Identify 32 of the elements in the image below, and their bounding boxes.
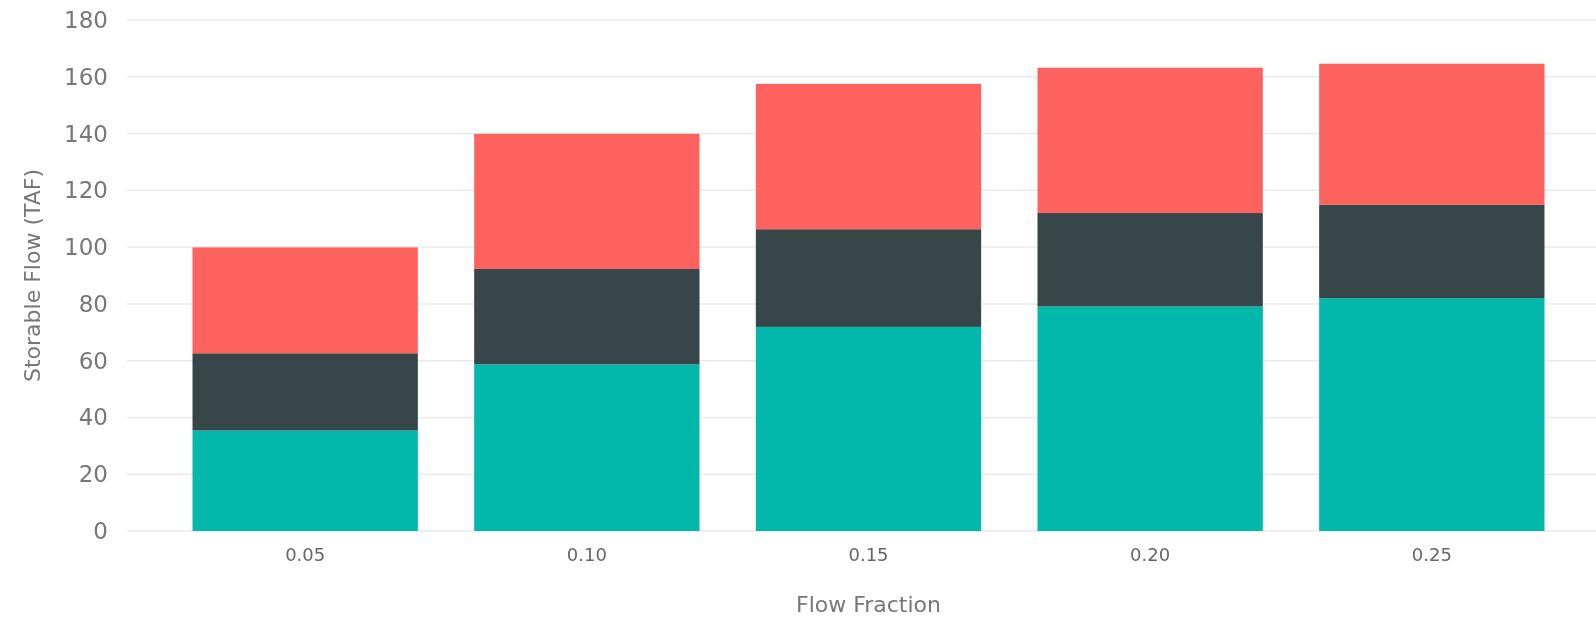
y-axis-title: Storable Flow (TAF)	[20, 169, 45, 382]
bar	[755, 326, 982, 531]
bar	[1037, 213, 1263, 307]
y-tick-label: 140	[64, 120, 108, 147]
y-tick-label: 120	[64, 177, 108, 204]
x-tick-label: 0.10	[566, 544, 607, 565]
x-tick-label: 0.20	[1130, 544, 1171, 565]
bar	[1319, 63, 1545, 205]
y-tick-label: 0	[93, 518, 108, 545]
y-tick-label: 60	[78, 347, 108, 374]
x-tick-label: 0.05	[285, 544, 326, 565]
y-tick-label: 180	[64, 7, 108, 34]
bar	[192, 247, 418, 354]
y-tick-label: 100	[64, 234, 108, 261]
y-tick-label: 20	[78, 461, 108, 488]
x-tick-label: 0.15	[848, 544, 889, 565]
bar	[1319, 298, 1545, 531]
y-tick-label: 80	[78, 290, 108, 317]
bar	[755, 229, 982, 327]
bar	[755, 83, 982, 230]
y-tick-label: 40	[78, 404, 108, 431]
bar	[474, 268, 700, 365]
bar	[192, 430, 418, 531]
bar	[474, 133, 700, 269]
y-tick-label: 160	[64, 63, 108, 90]
x-axis-title: Flow Fraction	[795, 592, 942, 617]
bar	[1319, 204, 1545, 299]
bar	[1037, 306, 1263, 531]
bar	[474, 364, 700, 531]
bar	[192, 353, 418, 431]
bar	[1037, 67, 1263, 214]
x-tick-label: 0.25	[1411, 544, 1452, 565]
